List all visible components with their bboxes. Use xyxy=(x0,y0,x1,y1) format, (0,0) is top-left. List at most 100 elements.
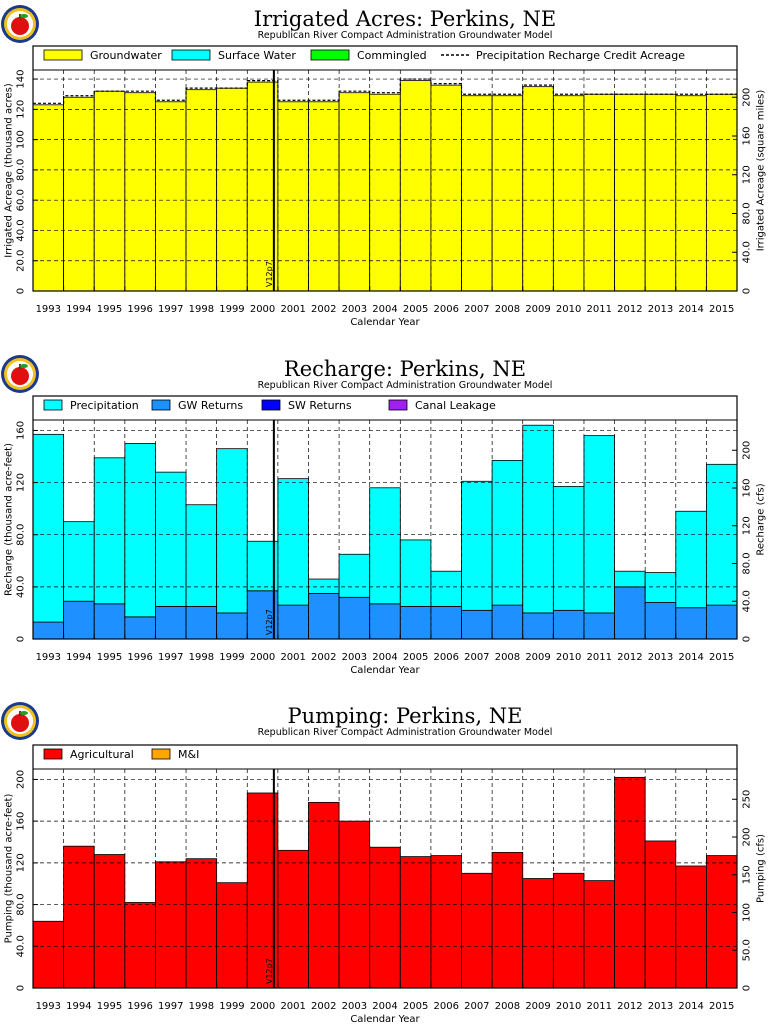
xtick-label-2-1999: 1999 xyxy=(219,1001,244,1012)
bar-0-groundwater-2007 xyxy=(461,95,493,292)
ytick-label-2-2: 80.0 xyxy=(16,893,27,915)
bar-0-groundwater-2003 xyxy=(338,92,371,292)
ytick-label-2-4: 160 xyxy=(16,812,27,831)
chart-subtitle-1: Republican River Compact Administration … xyxy=(258,380,553,391)
xtick-label-0-1995: 1995 xyxy=(97,304,122,315)
logo-2-stem xyxy=(19,711,21,716)
legend-swatch-2-1 xyxy=(151,748,171,760)
bar-2-agricultural-1996 xyxy=(124,902,156,989)
xtick-label-1-2007: 2007 xyxy=(464,652,489,663)
xtick-label-1-2009: 2009 xyxy=(525,652,550,663)
xtick-label-2-2007: 2007 xyxy=(464,1001,489,1012)
bar-1-precipitation-2002 xyxy=(308,578,340,594)
xtick-label-0-1999: 1999 xyxy=(219,304,244,315)
ytick-label-2-5: 200 xyxy=(16,770,27,789)
xtick-label-0-1993: 1993 xyxy=(36,304,61,315)
bar-1-precipitation-2010 xyxy=(552,486,585,611)
bar-0-groundwater-2012 xyxy=(614,93,646,292)
xtick-label-1-2014: 2014 xyxy=(678,652,703,663)
bar-2-agricultural-2006 xyxy=(430,855,462,989)
xtick-label-0-2010: 2010 xyxy=(556,304,581,315)
bar-1-precipitation-2009 xyxy=(522,424,554,614)
xtick-label-2-2000: 2000 xyxy=(250,1001,275,1012)
bar-1-precipitation-2003 xyxy=(338,553,371,598)
xtick-label-2-1996: 1996 xyxy=(127,1001,152,1012)
bar-1-gw-returns-1997 xyxy=(155,606,187,640)
ytick-label-0-5: 100 xyxy=(16,130,27,149)
xtick-label-2-2015: 2015 xyxy=(709,1001,734,1012)
bar-1-gw-returns-1999 xyxy=(216,612,248,640)
chart-subtitle-0: Republican River Compact Administration … xyxy=(258,30,553,41)
xtick-label-2-1994: 1994 xyxy=(66,1001,91,1012)
xtick-label-1-2006: 2006 xyxy=(433,652,458,663)
bar-1-precipitation-2006 xyxy=(430,570,462,607)
xtick-label-2-1998: 1998 xyxy=(189,1001,214,1012)
y2tick-label-2-5: 250 xyxy=(742,790,753,809)
model-marker-label-1: V12p7 xyxy=(265,609,274,635)
xtick-label-2-2005: 2005 xyxy=(403,1001,428,1012)
ytick-label-2-0: 0 xyxy=(16,985,27,991)
xtick-label-0-2006: 2006 xyxy=(433,304,458,315)
logo-1-leaf xyxy=(20,364,28,368)
bar-2-agricultural-2009 xyxy=(522,878,554,989)
y2tick-label-1-1: 40.0 xyxy=(742,590,753,612)
xtick-label-2-2002: 2002 xyxy=(311,1001,336,1012)
y2tick-label-1-3: 120 xyxy=(742,516,753,535)
y2-axis-label-2: Pumping (cfs) xyxy=(756,834,767,903)
ytick-label-2-1: 40.0 xyxy=(16,935,27,957)
bar-0-groundwater-1997 xyxy=(155,101,187,292)
xtick-label-0-2008: 2008 xyxy=(495,304,520,315)
y2-axis-label-1: Recharge (cfs) xyxy=(756,483,767,555)
logo-2-leaf xyxy=(20,711,28,715)
bar-2-agricultural-2014 xyxy=(675,865,707,989)
legend-swatch-1-1 xyxy=(151,399,171,411)
bars-2 xyxy=(32,776,738,989)
legend-swatch-0-2 xyxy=(310,49,350,61)
bar-1-gw-returns-2014 xyxy=(675,607,707,640)
xtick-label-1-2010: 2010 xyxy=(556,652,581,663)
bar-1-gw-returns-2002 xyxy=(308,592,340,640)
bar-1-gw-returns-2006 xyxy=(430,606,462,640)
y-axis-label-1: Recharge (thousand acre-feet) xyxy=(4,443,15,596)
bar-0-groundwater-2002 xyxy=(308,101,340,292)
bar-1-gw-returns-2005 xyxy=(399,606,432,640)
bar-2-agricultural-2005 xyxy=(399,856,432,989)
bar-1-precipitation-2008 xyxy=(491,460,524,606)
bar-2-agricultural-2004 xyxy=(369,846,401,989)
grid-2 xyxy=(33,769,737,988)
chart-subtitle-2: Republican River Compact Administration … xyxy=(258,727,553,738)
y2tick-label-0-0: 0 xyxy=(742,288,753,294)
bar-0-groundwater-2006 xyxy=(430,84,462,292)
bar-0-groundwater-2000 xyxy=(246,81,279,292)
bar-0-groundwater-1996 xyxy=(124,92,156,292)
model-marker-label-0: V12p7 xyxy=(265,261,274,287)
bar-1-gw-returns-2012 xyxy=(614,586,646,640)
xtick-label-0-2003: 2003 xyxy=(342,304,367,315)
ytick-label-0-1: 20.0 xyxy=(16,250,27,272)
logo-1 xyxy=(1,355,39,393)
bar-1-precipitation-2004 xyxy=(369,487,401,605)
y-axis-label-2: Pumping (thousand acre-feet) xyxy=(4,794,15,944)
bar-2-agricultural-1998 xyxy=(185,858,218,989)
grid-0 xyxy=(33,70,737,291)
logo-0-stem xyxy=(19,14,21,19)
xtick-label-2-1993: 1993 xyxy=(36,1001,61,1012)
ytick-label-0-4: 80.0 xyxy=(16,159,27,181)
bar-1-gw-returns-1994 xyxy=(63,600,95,640)
xtick-label-1-2002: 2002 xyxy=(311,652,336,663)
bar-1-precipitation-2012 xyxy=(614,570,646,588)
xtick-label-1-2000: 2000 xyxy=(250,652,275,663)
x-axis-label-0: Calendar Year xyxy=(350,317,420,328)
legend-swatch-0-0 xyxy=(43,49,83,61)
xtick-label-2-2012: 2012 xyxy=(617,1001,642,1012)
bar-1-gw-returns-2000 xyxy=(246,590,279,640)
legend-label-1-2: SW Returns xyxy=(288,399,352,412)
bar-0-groundwater-2010 xyxy=(552,95,585,292)
bar-2-agricultural-1999 xyxy=(216,882,248,989)
bar-1-precipitation-1996 xyxy=(124,443,156,618)
xtick-label-1-2013: 2013 xyxy=(648,652,673,663)
legend-label-1-3: Canal Leakage xyxy=(415,399,496,412)
xtick-label-2-2010: 2010 xyxy=(556,1001,581,1012)
legend-label-2-1: M&I xyxy=(178,748,199,761)
